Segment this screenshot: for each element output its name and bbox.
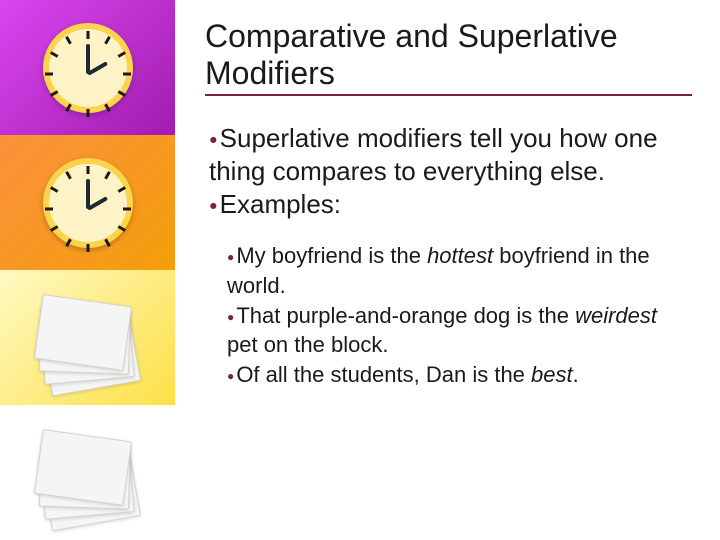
bullet-text: Superlative modifiers tell you how one t… xyxy=(209,123,658,186)
example-emph: best xyxy=(531,362,573,387)
bullet-text: Examples: xyxy=(220,189,341,219)
tile-paper-white xyxy=(0,405,175,540)
slide-content: Comparative and Superlative Modifiers ●S… xyxy=(175,0,720,540)
sub-list: ●My boyfriend is the hottest boyfriend i… xyxy=(205,241,692,389)
bullet-icon: ● xyxy=(209,132,218,148)
paper-stack-icon xyxy=(28,288,148,388)
bullet-item: ●Examples: xyxy=(209,188,692,221)
tile-paper-yellow xyxy=(0,270,175,405)
example-text-b: . xyxy=(573,362,579,387)
clock-icon xyxy=(43,158,133,248)
body-text: ●Superlative modifiers tell you how one … xyxy=(205,122,692,222)
example-emph: weirdest xyxy=(575,303,657,328)
image-sidebar xyxy=(0,0,175,540)
tile-clock-magenta xyxy=(0,0,175,135)
example-emph: hottest xyxy=(427,243,493,268)
slide-title: Comparative and Superlative Modifiers xyxy=(205,18,692,96)
example-text-a: That purple-and-orange dog is the xyxy=(236,303,575,328)
example-text-a: Of all the students, Dan is the xyxy=(236,362,531,387)
slide: Comparative and Superlative Modifiers ●S… xyxy=(0,0,720,540)
example-text-b: pet on the block. xyxy=(227,332,388,357)
bullet-icon: ● xyxy=(227,369,234,383)
example-item: ●My boyfriend is the hottest boyfriend i… xyxy=(227,241,692,300)
example-item: ●Of all the students, Dan is the best. xyxy=(227,360,692,390)
example-item: ●That purple-and-orange dog is the weird… xyxy=(227,301,692,360)
clock-icon xyxy=(43,23,133,113)
bullet-item: ●Superlative modifiers tell you how one … xyxy=(209,122,692,189)
paper-stack-icon xyxy=(28,423,148,523)
bullet-icon: ● xyxy=(227,310,234,324)
bullet-icon: ● xyxy=(227,250,234,264)
bullet-icon: ● xyxy=(209,198,218,214)
example-text-a: My boyfriend is the xyxy=(236,243,427,268)
tile-clock-orange xyxy=(0,135,175,270)
